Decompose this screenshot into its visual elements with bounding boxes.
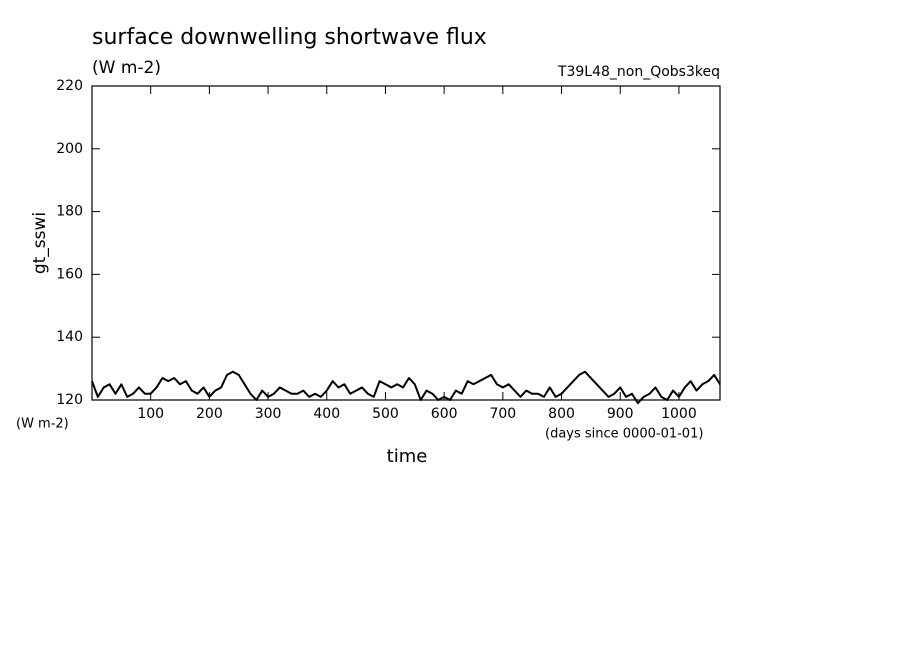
x-units: (days since 0000-01-01) (545, 427, 703, 442)
x-axis-label: time (387, 446, 428, 467)
y-tick-label: 120 (56, 392, 83, 408)
y-tick-label: 220 (56, 78, 83, 94)
y-axis-label: gt_sswi (30, 212, 50, 274)
x-tick-label: 600 (431, 406, 458, 422)
x-tick-label: 300 (255, 406, 282, 422)
y-units: (W m-2) (16, 417, 69, 432)
x-tick-label: 700 (489, 406, 516, 422)
y-tick-label: 180 (56, 204, 83, 220)
chart-title: surface downwelling shortwave flux (92, 25, 487, 50)
chart-subtitle: (W m-2) (92, 58, 161, 78)
x-tick-label: 800 (548, 406, 575, 422)
data-line (91, 370, 721, 405)
x-tick-label: 100 (137, 406, 164, 422)
x-tick-label: 900 (607, 406, 634, 422)
x-tick-label: 1000 (661, 406, 697, 422)
x-tick-label: 500 (372, 406, 399, 422)
x-tick-label: 400 (313, 406, 340, 422)
x-tick-label: 200 (196, 406, 223, 422)
y-tick-label: 160 (56, 266, 83, 282)
run-label: T39L48_non_Qobs3keq (557, 64, 720, 80)
y-tick-label: 200 (56, 141, 83, 157)
plot-frame (91, 85, 721, 401)
y-tick-label: 140 (56, 329, 83, 345)
